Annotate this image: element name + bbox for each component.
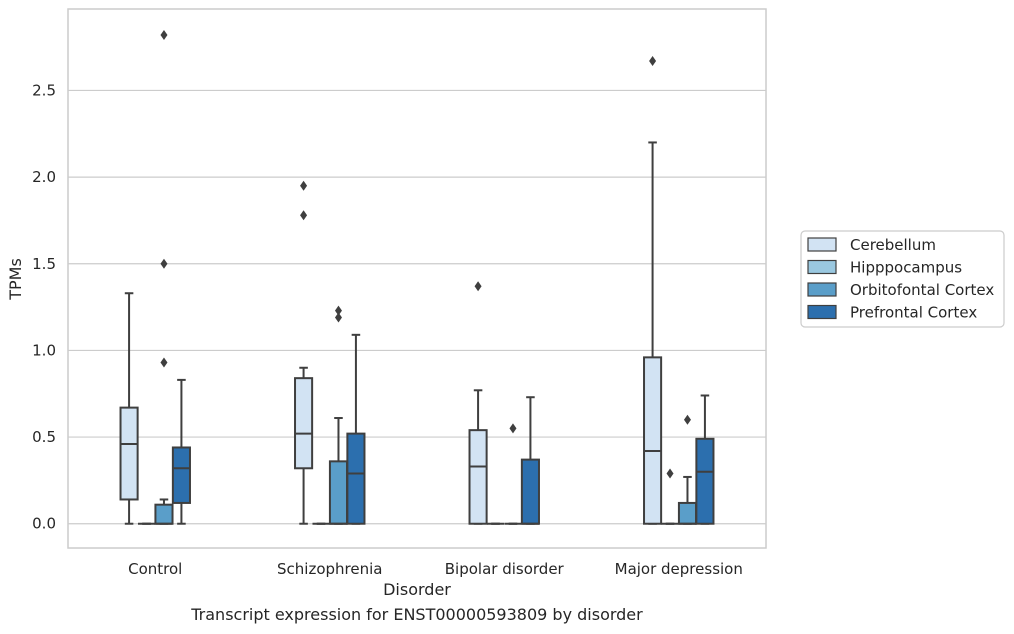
outlier-point — [160, 29, 168, 40]
legend-swatch — [807, 259, 837, 275]
box-cerebellum — [643, 55, 663, 525]
outlier-point — [334, 305, 342, 316]
x-axis-ticks: Control Schizophrenia Bipolar disorder Majo… — [128, 560, 743, 578]
box-orbitofontal-cortex — [154, 29, 174, 525]
legend-swatch — [807, 282, 837, 297]
outlier-point — [649, 55, 657, 66]
y-axis-title: TPMs — [6, 258, 25, 301]
box-prefrontal-cortex — [520, 396, 540, 525]
y-tick-label: 2.0 — [32, 168, 56, 186]
iqr-box — [520, 458, 540, 525]
y-tick-label: 1.5 — [32, 255, 56, 273]
x-tick-label: Control — [128, 560, 182, 578]
iqr-box — [346, 432, 366, 525]
legend-swatch — [807, 237, 837, 252]
y-axis-ticks: 0.0 0.5 1.0 1.5 2.0 2.5 — [32, 81, 56, 532]
box-cerebellum — [294, 180, 314, 525]
box-cerebellum — [119, 292, 139, 525]
box-cerebellum — [468, 281, 488, 525]
box-hipppocampus — [661, 468, 679, 525]
outlier-point — [160, 357, 168, 368]
outlier-point — [509, 423, 517, 434]
chart-caption: Transcript expression for ENST0000059380… — [191, 605, 643, 624]
box-orbitofontal-cortex — [504, 423, 522, 525]
plot-area — [119, 29, 715, 525]
legend-label: Prefrontal Cortex — [850, 304, 977, 322]
legend: Cerebellum Hipppocampus Orbitofontal Corte… — [800, 230, 1005, 328]
iqr-box — [119, 406, 139, 501]
outlier-point — [160, 258, 168, 269]
outlier-point — [334, 312, 342, 323]
iqr-box — [294, 377, 314, 470]
outlier-point — [683, 414, 691, 425]
legend-swatch — [807, 304, 837, 320]
y-tick-label: 1.0 — [32, 341, 56, 359]
iqr-box — [171, 446, 191, 504]
iqr-box — [154, 503, 174, 525]
plot-frame — [67, 8, 767, 549]
outlier-point — [300, 210, 308, 221]
outlier-point — [474, 281, 482, 292]
y-tick-label: 0.0 — [32, 515, 56, 533]
x-axis-title: Disorder — [383, 580, 451, 599]
legend-label: Cerebellum — [850, 236, 936, 254]
x-tick-label: Schizophrenia — [277, 560, 382, 578]
iqr-box — [328, 460, 349, 525]
box-prefrontal-cortex — [346, 333, 366, 525]
box-orbitofontal-cortex — [328, 305, 349, 525]
iqr-box — [695, 437, 715, 525]
box-orbitofontal-cortex — [677, 414, 698, 525]
outlier-point — [666, 468, 674, 479]
x-tick-label: Bipolar disorder — [445, 560, 565, 578]
iqr-box — [468, 429, 488, 525]
legend-label: Hipppocampus — [850, 259, 962, 277]
legend-box — [800, 230, 1005, 328]
x-tick-label: Major depression — [615, 560, 743, 578]
iqr-box — [677, 501, 698, 525]
outlier-point — [300, 180, 308, 191]
box-prefrontal-cortex — [695, 394, 715, 525]
legend-label: Orbitofontal Cortex — [850, 281, 994, 299]
iqr-box — [643, 356, 663, 525]
y-tick-label: 2.5 — [32, 81, 56, 99]
box-prefrontal-cortex — [171, 378, 191, 525]
y-tick-label: 0.5 — [32, 428, 56, 446]
